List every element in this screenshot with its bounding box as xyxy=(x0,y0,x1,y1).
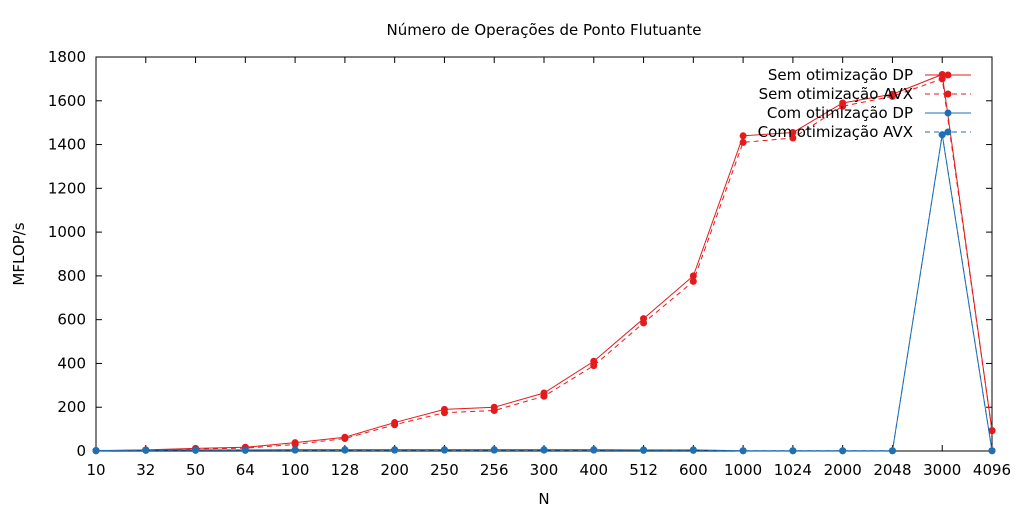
data-point xyxy=(341,435,349,443)
series-line xyxy=(95,134,993,452)
x-tick-label: 1024 xyxy=(774,461,812,479)
data-point xyxy=(988,447,996,455)
ticks-layer: 0 200 400 600 800 1000 1200 1400 1600 1800 10 32 50 6… xyxy=(48,48,1011,479)
data-point xyxy=(440,409,448,417)
data-point xyxy=(839,102,847,110)
x-tick-label: 300 xyxy=(530,461,559,479)
x-tick-label: 600 xyxy=(679,461,708,479)
data-point xyxy=(739,138,747,146)
legend-label: Com otimização AVX xyxy=(758,123,913,141)
data-point xyxy=(291,440,299,448)
data-point xyxy=(739,132,747,140)
y-axis-label: MFLOP/s xyxy=(10,222,28,285)
data-point xyxy=(689,446,697,454)
series-layer xyxy=(92,71,996,455)
y-tick-label: 800 xyxy=(57,267,86,285)
legend-label: Sem otimização AVX xyxy=(759,85,913,103)
x-tick-label: 3000 xyxy=(923,461,961,479)
legend-item: Com otimização DP xyxy=(767,104,971,122)
data-point xyxy=(938,75,946,83)
data-point xyxy=(142,446,150,454)
data-point xyxy=(490,407,498,415)
data-point xyxy=(689,272,697,280)
data-point xyxy=(490,446,498,454)
data-point xyxy=(440,446,448,454)
x-tick-label: 400 xyxy=(579,461,608,479)
x-tick-label: 250 xyxy=(430,461,459,479)
data-point xyxy=(241,446,249,454)
x-tick-label: 32 xyxy=(136,461,155,479)
y-tick-label: 1000 xyxy=(48,223,86,241)
legend-label: Com otimização DP xyxy=(767,104,913,122)
x-tick-label: 128 xyxy=(331,461,360,479)
data-point xyxy=(341,446,349,454)
data-point xyxy=(391,421,399,429)
legend-item: Com otimização AVX xyxy=(758,123,971,141)
data-point xyxy=(640,446,648,454)
y-tick-label: 1200 xyxy=(48,179,86,197)
data-point xyxy=(888,447,896,455)
data-point xyxy=(540,392,548,400)
series-4 xyxy=(92,131,996,455)
y-tick-label: 1600 xyxy=(48,92,86,110)
x-tick-label: 50 xyxy=(186,461,205,479)
series-line xyxy=(95,134,993,452)
legend-item: Sem otimização DP xyxy=(768,66,971,84)
legend-marker xyxy=(944,71,952,79)
legend-item: Sem otimização AVX xyxy=(759,85,971,103)
data-point xyxy=(938,131,946,139)
x-tick-label: 100 xyxy=(281,461,310,479)
x-tick-label: 512 xyxy=(629,461,658,479)
y-tick-label: 600 xyxy=(57,311,86,329)
y-tick-label: 0 xyxy=(76,442,86,460)
data-point xyxy=(988,427,996,435)
data-point xyxy=(92,447,100,455)
legend-marker xyxy=(944,109,952,117)
x-tick-label: 64 xyxy=(236,461,255,479)
data-point xyxy=(888,92,896,100)
series-3 xyxy=(92,131,996,455)
x-tick-label: 200 xyxy=(380,461,409,479)
legend-label: Sem otimização DP xyxy=(768,66,913,84)
x-tick-label: 4096 xyxy=(973,461,1011,479)
data-point xyxy=(789,129,797,137)
y-tick-label: 1400 xyxy=(48,136,86,154)
data-point xyxy=(739,447,747,455)
y-tick-label: 200 xyxy=(57,398,86,416)
x-tick-label: 1000 xyxy=(724,461,762,479)
legend-marker xyxy=(944,90,952,98)
data-point xyxy=(590,362,598,370)
x-axis-label: N xyxy=(538,490,549,508)
y-tick-label: 1800 xyxy=(48,48,86,66)
data-point xyxy=(192,446,200,454)
data-point xyxy=(291,446,299,454)
data-point xyxy=(391,446,399,454)
data-point xyxy=(540,446,548,454)
x-tick-label: 2000 xyxy=(824,461,862,479)
data-point xyxy=(789,447,797,455)
x-tick-label: 256 xyxy=(480,461,509,479)
chart-title: Número de Operações de Ponto Flutuante xyxy=(386,21,701,39)
y-tick-label: 400 xyxy=(57,354,86,372)
legend-marker xyxy=(944,128,952,136)
data-point xyxy=(839,447,847,455)
data-point xyxy=(640,319,648,327)
data-point xyxy=(689,277,697,285)
x-tick-label: 2048 xyxy=(873,461,911,479)
data-point xyxy=(590,446,598,454)
data-point xyxy=(789,134,797,142)
x-tick-label: 10 xyxy=(86,461,105,479)
